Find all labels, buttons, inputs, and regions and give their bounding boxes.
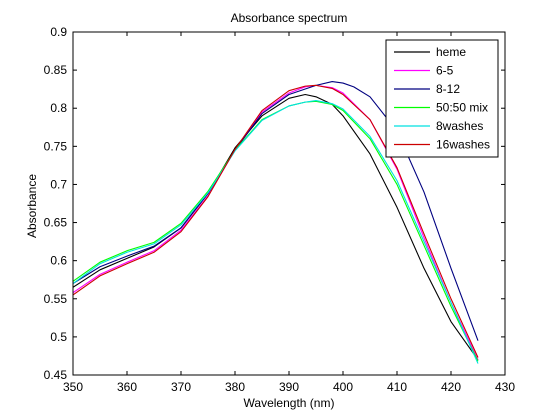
y-tick-label: 0.7 [50,177,67,191]
x-tick-label: 390 [279,380,299,394]
series-line-4 [73,100,479,364]
y-tick-label: 0.5 [50,330,67,344]
x-tick-label: 380 [225,380,245,394]
legend-entry-label: 50:50 mix [436,101,488,115]
y-tick-label: 0.65 [44,216,68,230]
x-tick-label: 420 [441,380,461,394]
x-tick-label: 410 [387,380,407,394]
legend-box [385,39,499,158]
y-tick-label: 0.8 [50,101,67,115]
x-tick-label: 360 [117,380,137,394]
y-tick-label: 0.6 [50,254,67,268]
series-line-1 [73,84,479,360]
series-line-5 [73,84,479,358]
x-tick-label: 350 [63,380,83,394]
x-axis-label: Wavelength (nm) [244,396,335,410]
legend-entry-label: 16washes [436,138,490,152]
axes: 350 360 370 380 390 400 410 420 430 0.45 0.5 0.55 0.… [44,25,516,394]
legend-entry-label: heme [436,45,466,59]
y-tick-label: 0.9 [50,25,67,39]
x-tick-label: 400 [333,380,353,394]
y-axis-label: Absorbance [25,174,39,238]
legend: heme 6-5 8-12 50:50 mix 8washes 16washes [385,39,499,158]
x-tick-label: 370 [171,380,191,394]
y-tick-label: 0.85 [44,63,68,77]
legend-entry-label: 8-12 [436,82,460,96]
legend-entry-label: 8washes [436,119,483,133]
y-tick-label: 0.55 [44,292,68,306]
x-tick-label: 430 [495,380,515,394]
chart-title: Absorbance spectrum [231,11,348,25]
y-tick-label: 0.45 [44,368,68,382]
series-line-0 [73,93,479,361]
legend-entry-label: 6-5 [436,64,454,78]
y-tick-label: 0.75 [44,139,68,153]
